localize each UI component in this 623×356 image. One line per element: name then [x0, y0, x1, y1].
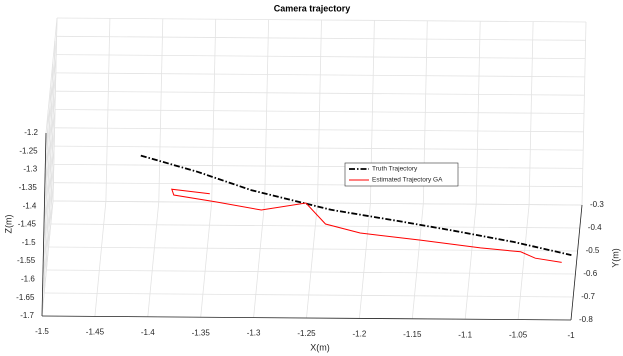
- x-tick-label: -1: [567, 331, 575, 340]
- z-tick-label: -1.25: [19, 146, 38, 155]
- x-tick-label: -1.3: [247, 329, 261, 338]
- grid-line: [42, 182, 54, 298]
- grid-line: [45, 36, 57, 152]
- grid-line: [517, 204, 530, 320]
- z-tick-label: -1.65: [16, 293, 35, 302]
- grid-line: [411, 203, 424, 319]
- axis-line: [570, 204, 583, 321]
- grid-line: [147, 201, 160, 317]
- x-tick-label: -1.1: [458, 330, 472, 339]
- grid-line: [53, 182, 583, 188]
- grid-line: [52, 200, 583, 206]
- y-tick-label: -0.6: [583, 269, 597, 278]
- grid-line: [44, 54, 57, 170]
- x-tick-label: -1.35: [192, 328, 211, 337]
- grid-line: [43, 109, 56, 225]
- z-tick-label: -1.35: [19, 183, 38, 192]
- grid-line: [43, 127, 55, 243]
- chart-title: Camera trajectory: [274, 3, 351, 13]
- grid-line: [41, 200, 54, 317]
- grid-line: [54, 109, 585, 114]
- grid-line: [44, 292, 574, 298]
- legend-label: Truth Trajectory: [372, 166, 418, 173]
- grid-line: [56, 17, 587, 23]
- x-tick-label: -1.45: [86, 328, 105, 337]
- grid-line: [42, 164, 55, 280]
- y-tick-label: -0.8: [579, 315, 593, 324]
- y-tick-label: -0.3: [590, 200, 604, 209]
- grid-line: [55, 72, 585, 78]
- z-tick-label: -1.5: [22, 238, 36, 247]
- axis-line: [41, 315, 572, 321]
- grid-line: [48, 246, 578, 252]
- grid-line: [54, 127, 584, 133]
- grid-line: [44, 91, 56, 207]
- axis-line: [41, 132, 47, 317]
- y-tick-label: -0.7: [581, 292, 595, 301]
- trajectory-line: [140, 154, 572, 256]
- x-tick-label: -1.4: [141, 328, 155, 337]
- z-tick-label: -1.6: [21, 275, 35, 284]
- x-axis-label: X(m): [310, 342, 330, 352]
- grid-line: [46, 269, 576, 275]
- z-tick-label: -1.3: [23, 165, 37, 174]
- y-tick-label: -0.4: [588, 223, 602, 232]
- grid-line: [54, 145, 584, 151]
- grid-line: [50, 223, 580, 229]
- trajectory-line: [171, 188, 562, 263]
- x-tick-label: -1.2: [353, 330, 367, 339]
- grid-line: [306, 202, 318, 319]
- grid-line: [464, 204, 477, 320]
- y-tick-label: -0.5: [586, 246, 600, 255]
- grid-line: [253, 202, 265, 318]
- z-tick-label: -1.7: [20, 311, 34, 320]
- grid-line: [56, 35, 586, 41]
- x-tick-label: -1.5: [35, 327, 49, 336]
- grid-line: [94, 201, 107, 317]
- grid-line: [42, 146, 55, 262]
- grid-line: [56, 54, 586, 59]
- legend-label: Estimated Trajectory GA: [372, 177, 443, 184]
- grid-line: [359, 203, 371, 319]
- x-tick-label: -1.05: [509, 331, 528, 340]
- y-axis-label: Y(m): [610, 248, 620, 268]
- grid-line: [45, 17, 58, 134]
- z-tick-label: -1.45: [18, 220, 37, 229]
- grid-line: [44, 72, 57, 188]
- z-tick-label: -1.55: [17, 256, 36, 265]
- z-axis-label: Z(m): [3, 215, 13, 234]
- legend-box: [344, 162, 459, 187]
- x-tick-label: -1.15: [403, 330, 422, 339]
- grid-line: [200, 202, 213, 318]
- z-tick-label: -1.4: [23, 201, 37, 210]
- grid-line: [55, 90, 585, 96]
- z-tick-label: -1.2: [24, 128, 38, 137]
- grid-line: [53, 164, 583, 169]
- x-tick-label: -1.25: [297, 329, 316, 338]
